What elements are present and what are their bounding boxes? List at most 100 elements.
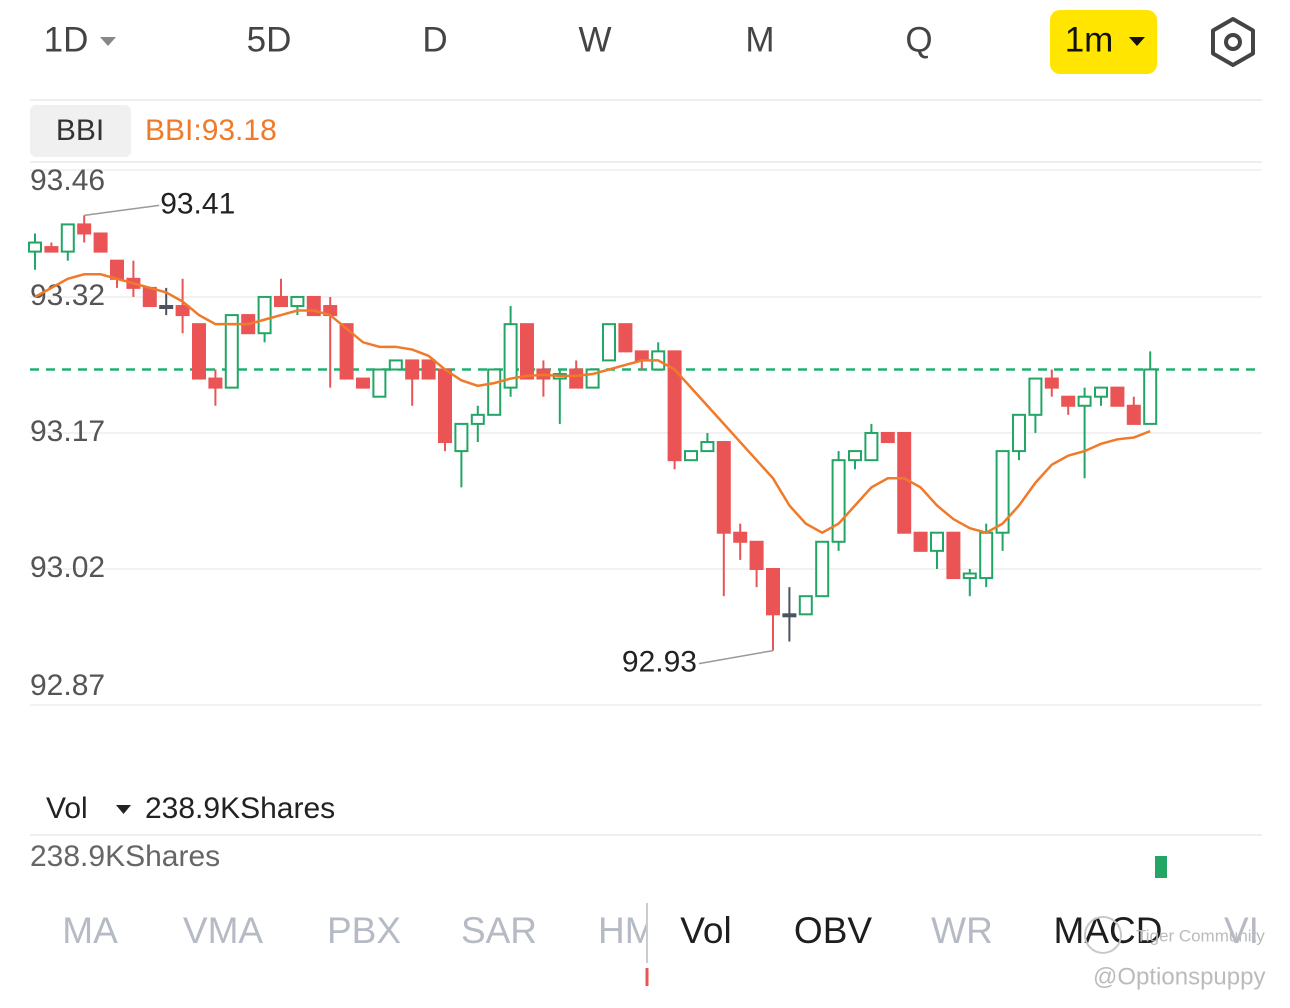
candle-body	[913, 531, 928, 552]
candle-body	[782, 613, 797, 618]
candle-body	[77, 223, 92, 235]
candle-body	[421, 359, 436, 380]
y-tick-label: 93.32	[30, 279, 105, 312]
tab[interactable]: 1m	[1065, 20, 1114, 59]
low-label: 92.93	[622, 646, 697, 679]
tab[interactable]: D	[422, 20, 447, 59]
settings-icon[interactable]	[1211, 17, 1255, 67]
candle-body	[224, 314, 239, 389]
indicator-tabs: MA VMA PBX SAR HM Vol OBV WR MACD VI	[62, 903, 1259, 986]
candle-body	[175, 305, 190, 317]
candle-body	[995, 450, 1010, 534]
candle-body	[1061, 395, 1076, 407]
candle-body	[28, 241, 42, 253]
volume-axis-label: 238.9KShares	[30, 840, 220, 873]
annotation-leader	[698, 649, 774, 665]
active-tab-bg	[1050, 10, 1157, 74]
price-chart: 93.46 93.32 93.17 93.02 92.87 93.41 92.93	[28, 164, 1262, 706]
indicator-tab[interactable]: PBX	[327, 910, 401, 951]
tab[interactable]: M	[745, 20, 774, 59]
candle-body	[454, 422, 469, 453]
candle-body	[1094, 386, 1108, 398]
y-tick-label: 93.17	[30, 415, 105, 448]
indicator-tab[interactable]: MA	[62, 910, 118, 951]
candle-body	[372, 368, 387, 398]
candle-body	[815, 540, 830, 598]
tab[interactable]: 5D	[247, 20, 292, 59]
candle-body	[716, 441, 731, 534]
candle-body	[602, 323, 616, 362]
indicator-value: BBI:93.18	[145, 114, 277, 147]
bbi-line	[34, 273, 1151, 535]
indicator-tab[interactable]: Vol	[680, 910, 731, 951]
indicator-tab[interactable]: VMA	[183, 910, 264, 951]
candle-body	[339, 323, 354, 380]
candle-body	[930, 531, 944, 552]
candle-body	[766, 567, 780, 616]
candle-body	[356, 377, 370, 389]
y-tick-label: 92.87	[30, 669, 105, 702]
indicator-button[interactable]: BBI	[56, 114, 104, 147]
candle-body	[831, 459, 846, 543]
candle-body	[159, 305, 174, 310]
candle-body	[438, 368, 452, 444]
candle-body	[1126, 404, 1141, 425]
candle-body	[700, 441, 715, 453]
candle-body	[44, 246, 59, 253]
candle-body	[798, 595, 813, 616]
watermark-community: Tiger Community	[1136, 926, 1265, 945]
volume-bar	[1155, 856, 1167, 878]
candle-body	[634, 350, 649, 362]
candle-body	[733, 531, 748, 543]
candle-body	[569, 368, 584, 389]
candle-body	[405, 359, 420, 380]
candle-body	[667, 350, 682, 462]
candle-body	[487, 368, 502, 416]
indicator-tab[interactable]: HM	[598, 910, 656, 951]
candle-body	[208, 377, 223, 389]
candle-body	[1110, 386, 1125, 407]
tab[interactable]: 1D	[44, 20, 89, 59]
candle-body	[110, 259, 124, 280]
indicator-tab[interactable]: VI	[1224, 910, 1259, 951]
candle-body	[503, 323, 518, 389]
indicator-tab[interactable]: MACD	[1054, 910, 1163, 951]
y-tick-label: 93.02	[30, 551, 105, 584]
candle-body	[60, 223, 75, 253]
candle-body	[749, 540, 764, 570]
candle-body	[192, 323, 206, 380]
candle-body	[684, 450, 698, 462]
dropdown-arrow	[116, 805, 131, 814]
candle-body	[962, 572, 977, 580]
candle-body	[142, 286, 157, 308]
candle-body	[1012, 413, 1026, 453]
indicator-tab[interactable]: SAR	[461, 910, 537, 951]
candle-body	[470, 413, 485, 425]
candle-body	[93, 232, 108, 253]
dropdown-arrow	[1129, 37, 1145, 46]
annotation-leader	[84, 204, 160, 217]
tab[interactable]: Q	[905, 20, 932, 59]
candle-body	[897, 431, 912, 534]
candle-body	[290, 295, 305, 308]
candle-body	[274, 295, 288, 308]
candle-body	[946, 531, 961, 580]
watermark-author: @Optionspuppy	[1093, 963, 1265, 990]
indicator-button-bg	[30, 105, 131, 157]
volume-value: 238.9KShares	[145, 792, 335, 825]
y-tick-label: 93.46	[30, 164, 105, 197]
indicator-tab[interactable]: WR	[931, 910, 993, 951]
candle-body	[257, 295, 272, 335]
candle-body	[388, 359, 403, 371]
indicator-tab[interactable]: OBV	[794, 910, 872, 951]
high-label: 93.41	[160, 187, 235, 220]
candle-body	[1077, 395, 1092, 407]
candle-body	[1044, 377, 1059, 389]
tab[interactable]: W	[578, 20, 611, 59]
candle-body	[618, 323, 633, 353]
volume-selector[interactable]: Vol	[46, 792, 88, 825]
candle-body	[880, 431, 895, 444]
period-tabs: 1D 5D D W M Q 1m	[44, 10, 1255, 74]
watermark-logo	[1084, 916, 1122, 954]
